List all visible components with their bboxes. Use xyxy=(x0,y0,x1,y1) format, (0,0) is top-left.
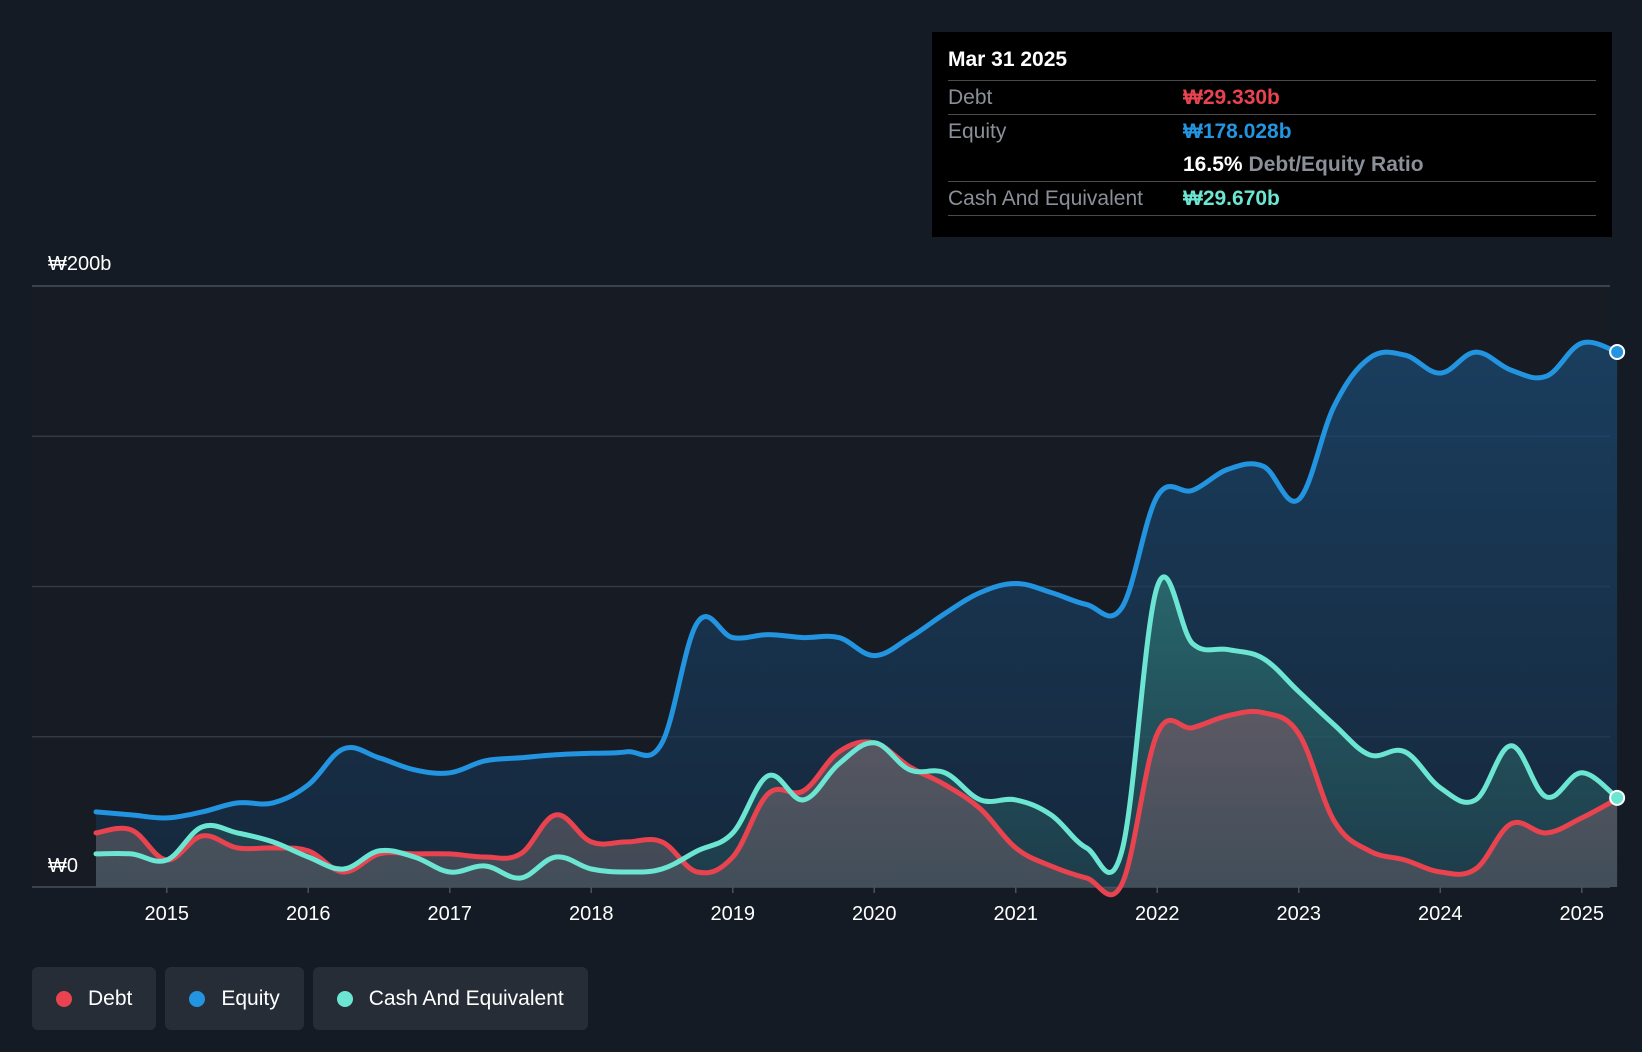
series-lines xyxy=(93,339,1620,898)
legend-item-cash[interactable]: Cash And Equivalent xyxy=(312,967,588,1030)
legend-dot-equity-icon xyxy=(189,990,206,1007)
tooltip-equity-value: ₩178.028b xyxy=(1183,120,1292,143)
tooltip-row-equity: Equity ₩178.028b xyxy=(948,115,1596,148)
y-tick-label: ₩200b xyxy=(48,253,111,275)
x-tick-label: 2016 xyxy=(286,903,331,925)
tooltip-row-cash: Cash And Equivalent ₩29.670b xyxy=(948,182,1596,216)
legend-dot-cash-icon xyxy=(336,990,353,1007)
x-tick-label: 2018 xyxy=(569,903,614,925)
series-areas xyxy=(96,342,1618,895)
x-tick-label: 2019 xyxy=(711,903,756,925)
x-tick-label: 2024 xyxy=(1418,903,1463,925)
tooltip-row-ratio: 16.5% Debt/Equity Ratio xyxy=(948,148,1596,182)
equity-end-marker xyxy=(1609,344,1626,361)
x-tick-label: 2023 xyxy=(1277,903,1322,925)
cash-line xyxy=(93,574,1620,881)
x-tick-label: 2022 xyxy=(1135,903,1180,925)
tooltip-ratio-value: 16.5% xyxy=(1183,153,1243,176)
tooltip-row-debt: Debt ₩29.330b xyxy=(948,81,1596,115)
equity-line xyxy=(93,339,1620,821)
x-tick-label: 2015 xyxy=(145,903,190,925)
tooltip-equity-label: Equity xyxy=(948,120,1007,143)
tooltip-debt-label: Debt xyxy=(948,86,993,109)
tooltip-cash-label: Cash And Equivalent xyxy=(948,187,1143,210)
legend-label-equity: Equity xyxy=(221,986,280,1010)
x-tick-label: 2017 xyxy=(428,903,473,925)
legend: Debt Equity Cash And Equivalent xyxy=(32,967,588,1030)
y-tick-label: ₩0 xyxy=(48,855,78,877)
legend-item-debt[interactable]: Debt xyxy=(32,967,157,1030)
y-axis: ₩200b ₩0 xyxy=(48,253,111,877)
x-tick-label: 2021 xyxy=(994,903,1039,925)
tooltip-date: Mar 31 2025 xyxy=(948,46,1596,81)
x-tick-label: 2020 xyxy=(852,903,897,925)
legend-dot-debt-icon xyxy=(56,990,72,1007)
x-axis: 2015 2016 2017 2018 2019 2020 2021 2022 2023 2024… xyxy=(145,887,1605,925)
end-markers xyxy=(1609,344,1626,806)
tooltip-cash-value: ₩29.670b xyxy=(1183,187,1280,210)
legend-item-equity[interactable]: Equity xyxy=(165,967,304,1030)
debt-area xyxy=(96,711,1618,895)
cash-end-marker xyxy=(1609,789,1626,806)
tooltip-panel: Mar 31 2025 Debt ₩29.330b Equity ₩178.02… xyxy=(932,32,1612,237)
legend-label-debt: Debt xyxy=(88,986,133,1010)
x-tick-label: 2025 xyxy=(1560,903,1605,925)
tooltip-ratio-label: Debt/Equity Ratio xyxy=(1248,153,1424,176)
tooltip-debt-value: ₩29.330b xyxy=(1183,86,1280,109)
legend-label-cash: Cash And Equivalent xyxy=(368,986,564,1010)
